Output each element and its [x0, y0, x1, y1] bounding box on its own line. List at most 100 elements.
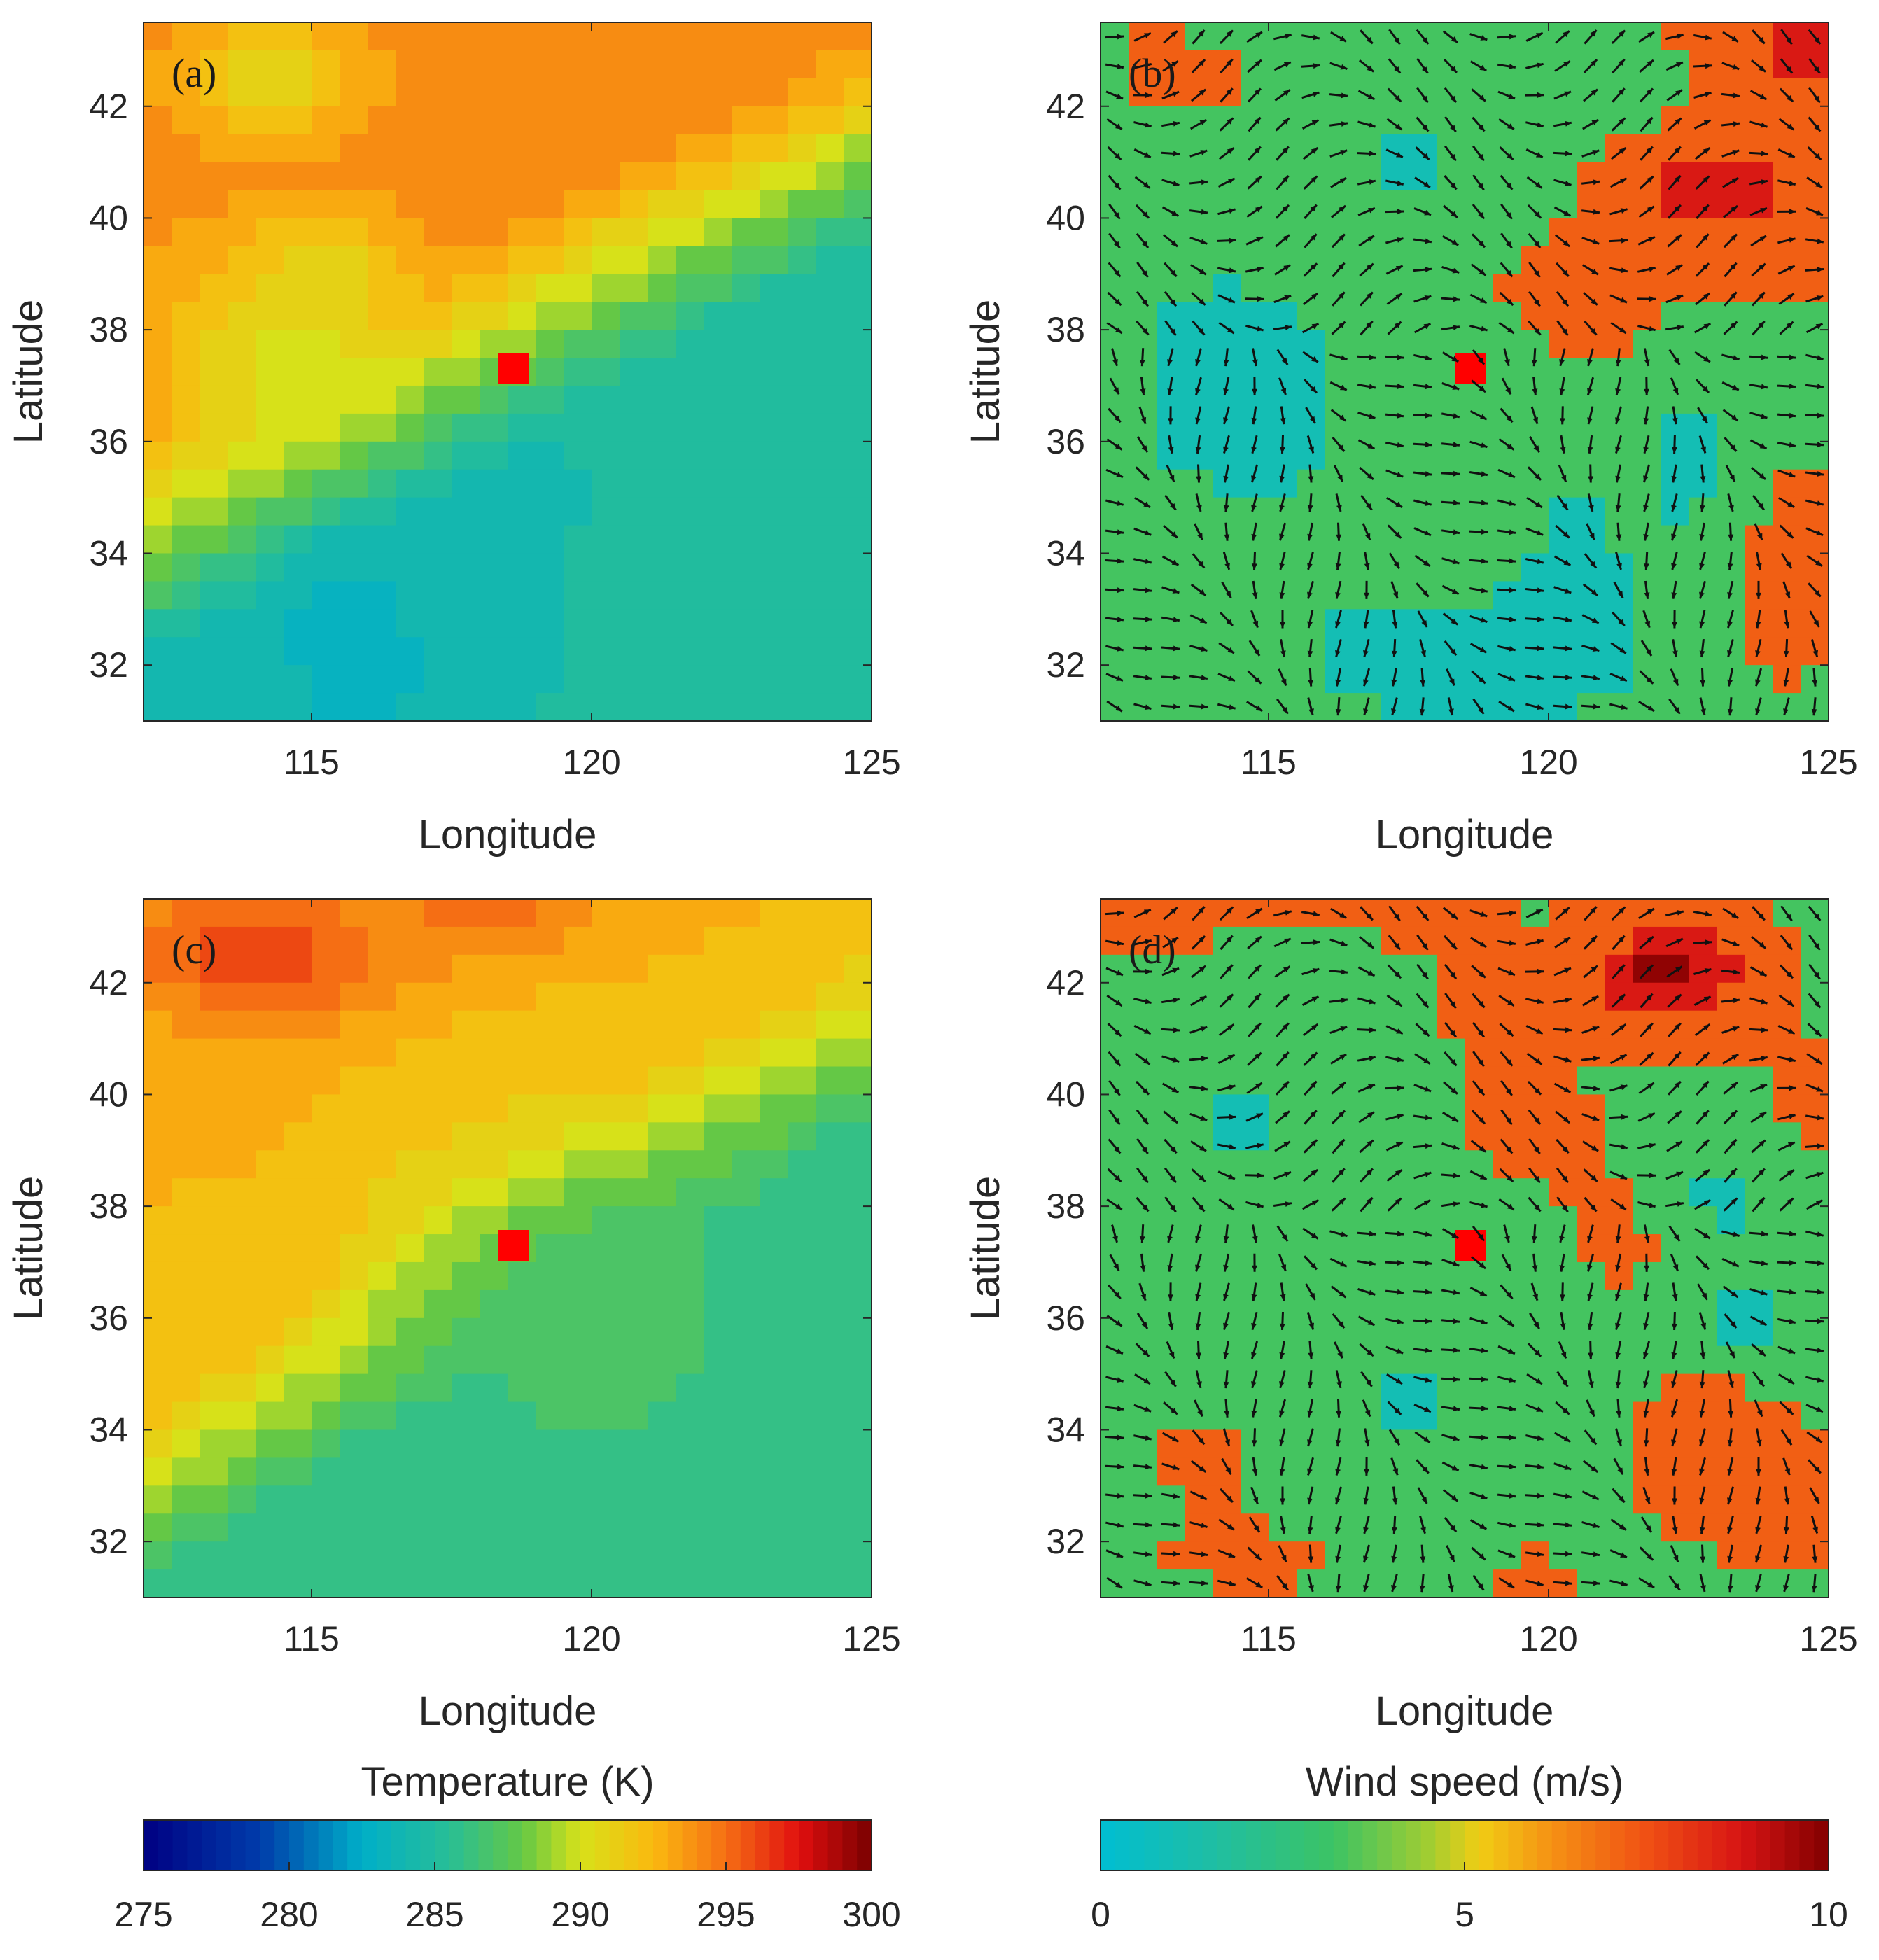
contour-cell — [648, 1317, 676, 1347]
wind-arrowhead — [1394, 913, 1400, 921]
contour-cell — [480, 1122, 508, 1151]
contour-cell — [620, 1541, 648, 1570]
wind-arrowhead — [1674, 175, 1681, 183]
wind-arrowhead — [1535, 501, 1542, 508]
wind-arrowhead — [1507, 1175, 1514, 1182]
contour-cell — [788, 1066, 816, 1096]
contour-cell — [844, 78, 872, 107]
contour-cell — [340, 106, 368, 135]
wind-arrowhead — [1647, 1052, 1654, 1059]
wind-arrowhead — [1672, 1498, 1677, 1505]
contour-cell — [256, 134, 284, 163]
contour-cell — [704, 1150, 732, 1179]
contour-cell — [816, 1541, 844, 1570]
wind-arrowhead — [1310, 234, 1317, 241]
wind-arrowhead — [1172, 181, 1180, 186]
contour-cell — [1745, 1261, 1773, 1291]
wind-arrowhead — [1145, 122, 1152, 128]
wind-arrowhead — [1337, 475, 1343, 482]
contour-cell — [144, 246, 172, 274]
contour-cell — [1353, 162, 1381, 191]
wind-arrowhead — [1310, 1263, 1317, 1270]
contour-cell — [1465, 609, 1493, 638]
wind-arrowhead — [1618, 965, 1625, 972]
contour-cell — [816, 330, 844, 358]
contour-cell — [1521, 1038, 1549, 1068]
contour-cell — [1549, 1513, 1577, 1542]
contour-cell — [368, 1345, 396, 1375]
contour-cell — [704, 190, 732, 219]
wind-arrowhead — [1509, 1464, 1516, 1470]
wind-arrowhead — [1255, 1052, 1262, 1059]
contour-cell — [368, 162, 396, 191]
wind-arrowhead — [1565, 1522, 1572, 1528]
wind-arrowhead — [1615, 1294, 1621, 1301]
contour-cell — [452, 162, 480, 191]
contour-cell — [564, 469, 592, 498]
wind-arrowhead — [1620, 704, 1628, 710]
contour-cell — [228, 954, 256, 983]
contour-cell — [1549, 1178, 1577, 1207]
wind-arrowhead — [1591, 1494, 1599, 1500]
contour-cell — [788, 330, 816, 358]
x-tick-label: 120 — [1519, 743, 1577, 782]
wind-arrowhead — [1816, 295, 1824, 301]
contour-cell — [1521, 1178, 1549, 1207]
contour-cell — [256, 1261, 284, 1291]
contour-cell — [1129, 302, 1157, 330]
contour-cell — [648, 1234, 676, 1263]
contour-cell — [1661, 982, 1689, 1011]
wind-arrowhead — [1564, 1057, 1572, 1063]
contour-cell — [1129, 982, 1157, 1011]
wind-arrowhead — [1311, 996, 1319, 1002]
contour-cell — [620, 190, 648, 219]
contour-cell — [1549, 982, 1577, 1011]
contour-cell — [172, 302, 200, 330]
wind-arrowhead — [1422, 913, 1429, 920]
wind-arrowhead — [1363, 1585, 1369, 1592]
contour-cell — [1353, 1234, 1381, 1263]
contour-cell — [592, 385, 620, 414]
contour-cell — [1689, 50, 1717, 79]
contour-cell — [200, 22, 228, 51]
wind-arrowhead — [1309, 1292, 1315, 1300]
wind-arrowhead — [1368, 1084, 1375, 1090]
contour-cell — [256, 525, 284, 554]
contour-cell — [1241, 274, 1269, 302]
contour-cell — [144, 358, 172, 386]
contour-cell — [1549, 1429, 1577, 1458]
contour-cell — [732, 1485, 760, 1514]
wind-arrowhead — [1170, 270, 1177, 277]
contour-cell — [788, 1038, 816, 1068]
axes-frame-c — [143, 898, 872, 1598]
wind-arrowhead — [1307, 1410, 1313, 1418]
contour-cell — [620, 693, 648, 722]
contour-cell — [620, 497, 648, 526]
contour-cell — [368, 497, 396, 526]
wind-arrowhead — [1229, 237, 1236, 244]
contour-cell — [844, 1150, 872, 1179]
wind-arrowhead — [1730, 234, 1738, 241]
wind-arrowhead — [1335, 1468, 1341, 1476]
contour-cell — [256, 1429, 284, 1458]
contour-cell — [452, 1457, 480, 1486]
contour-cell — [1801, 1094, 1829, 1123]
wind-arrowhead — [1396, 237, 1404, 243]
contour-cell — [172, 1569, 200, 1598]
contour-cell — [368, 358, 396, 386]
contour-cell — [1157, 1541, 1185, 1570]
contour-cell — [256, 218, 284, 246]
wind-arrowhead — [1282, 176, 1289, 183]
contour-cell — [1577, 1541, 1605, 1570]
contour-cell — [480, 1373, 508, 1403]
contour-cell — [844, 1513, 872, 1542]
wind-arrowhead — [1647, 1553, 1654, 1560]
wind-arrowhead — [1509, 910, 1516, 916]
contour-cell — [1409, 190, 1437, 219]
wind-arrowhead — [1195, 359, 1201, 366]
contour-cell — [844, 609, 872, 638]
contour-cell — [368, 413, 396, 442]
contour-cell — [676, 637, 704, 666]
y-axis-label-a: Latitude — [6, 300, 51, 444]
contour-cell — [480, 581, 508, 610]
